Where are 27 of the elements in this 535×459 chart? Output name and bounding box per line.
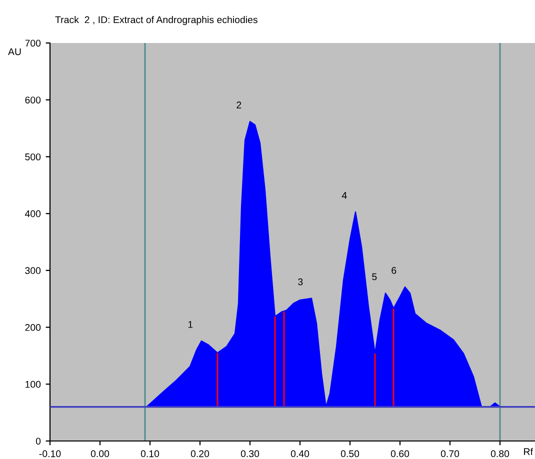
annotation: 5 — [372, 273, 377, 280]
y-tick-label: 100 — [25, 380, 41, 388]
annotation: 6 — [392, 267, 396, 274]
y-tick-label: 500 — [25, 153, 41, 160]
x-tick-label: 0.80 — [490, 450, 510, 458]
annotation: 4 — [342, 192, 347, 199]
y-axis-title: AU — [8, 48, 21, 56]
x-tick-label: 0.30 — [240, 450, 260, 458]
x-tick-label: 0.00 — [90, 450, 110, 458]
y-tick-label: 0 — [36, 438, 41, 445]
x-tick-label: 0.40 — [290, 450, 310, 458]
x-tick-label: 0.70 — [440, 450, 460, 458]
x-tick-label: 0.50 — [340, 450, 360, 458]
x-tick-label: 0.20 — [190, 450, 210, 458]
x-tick-label: -0.10 — [39, 450, 61, 458]
annotation: 1 — [188, 321, 193, 328]
x-tick-label: 0.10 — [140, 450, 160, 458]
x-tick-label: 0.60 — [390, 450, 410, 458]
y-tick-label: 700 — [25, 40, 41, 47]
y-tick-label: 200 — [25, 324, 41, 331]
y-tick-label: 600 — [25, 96, 41, 104]
chart-title: Track 2 , ID: Extract of Andrographis echiodies — [55, 16, 258, 26]
y-tick-label: 300 — [25, 267, 41, 274]
y-tick-label: 400 — [24, 210, 41, 218]
x-axis-title: Rf — [524, 448, 534, 455]
annotation: 2 — [236, 102, 242, 108]
annotation: 3 — [298, 278, 303, 286]
